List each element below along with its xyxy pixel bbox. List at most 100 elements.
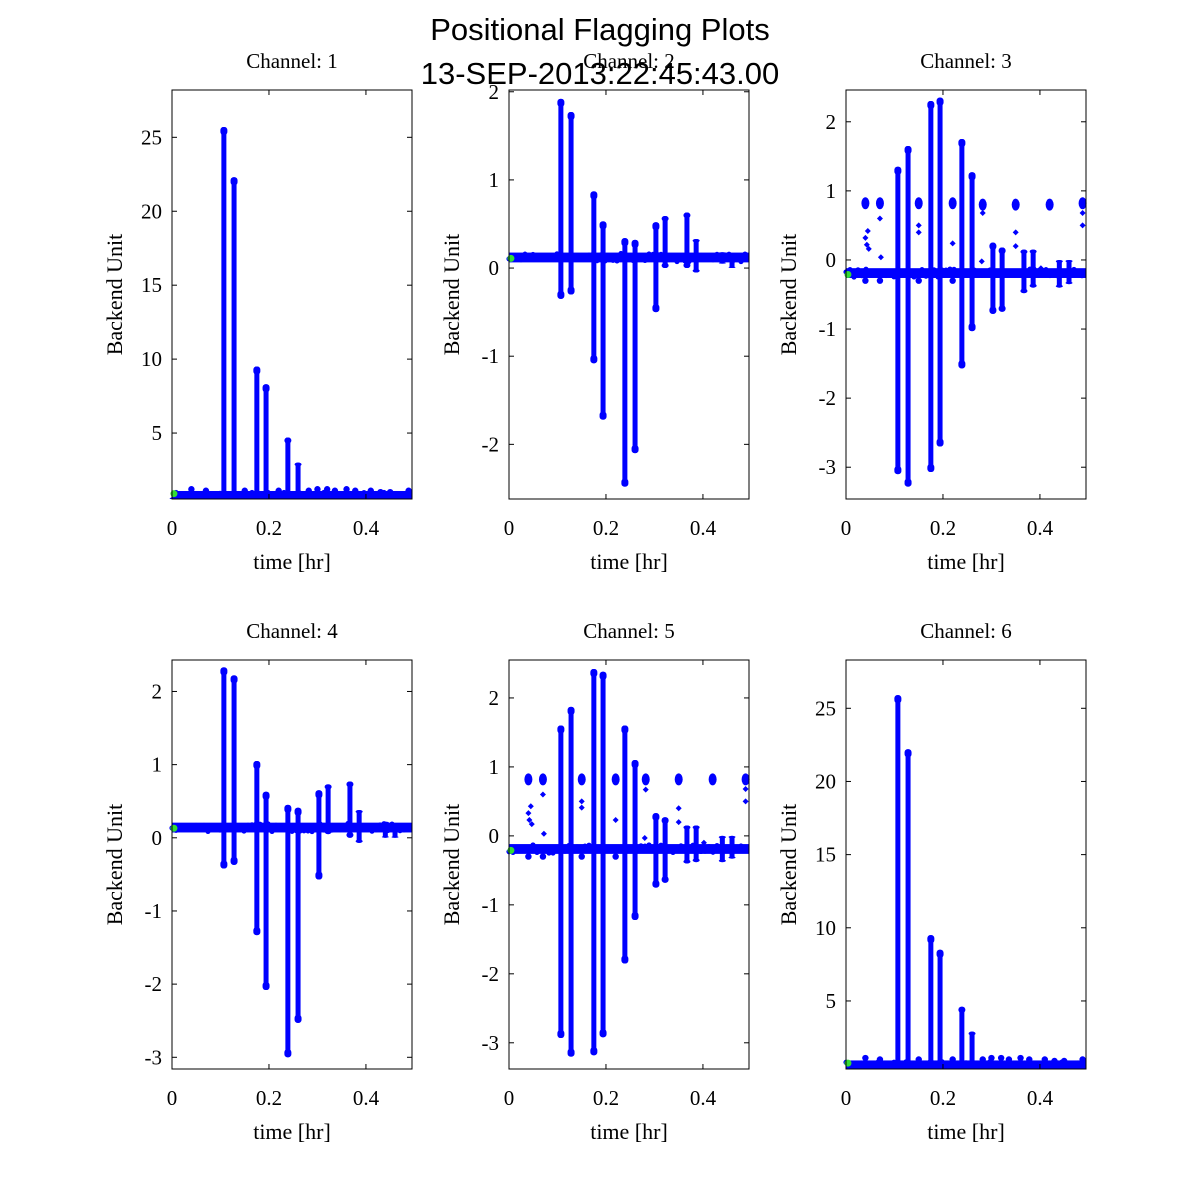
spike — [591, 668, 597, 1056]
baseline-marker — [710, 257, 716, 263]
spike-bottom-marker — [621, 478, 629, 487]
x-axis-label: time [hr] — [590, 1119, 668, 1144]
baseline-marker — [642, 257, 648, 264]
y-tick-label: 10 — [815, 916, 836, 940]
baseline-marker — [209, 491, 215, 497]
spike — [325, 784, 331, 835]
x-tick-label: 0.2 — [256, 1086, 282, 1110]
spike-bottom-marker — [728, 266, 736, 269]
spike-bottom-marker — [262, 490, 270, 499]
baseline-marker — [586, 842, 592, 848]
spike-top-marker — [958, 1006, 966, 1013]
baseline-marker — [983, 1060, 989, 1067]
baseline-marker — [578, 256, 584, 262]
baseline-marker — [277, 824, 283, 830]
spike-bottom-marker — [621, 955, 629, 964]
spike — [928, 101, 934, 473]
spike-bottom-marker — [355, 839, 363, 843]
baseline-points — [172, 822, 412, 833]
baseline-marker — [401, 827, 407, 833]
spike — [568, 112, 574, 295]
baseline-marker — [357, 495, 363, 499]
spike — [969, 1031, 975, 1068]
baseline-marker — [979, 1064, 985, 1069]
spike-top-marker — [262, 384, 270, 393]
axes-frame — [508, 89, 750, 500]
y-tick-label: -1 — [145, 899, 163, 923]
bump-marker — [241, 487, 248, 494]
bump-stem — [878, 1059, 882, 1066]
spike-top-marker — [936, 949, 944, 958]
baseline-marker — [213, 492, 219, 498]
spike-top-marker — [599, 221, 607, 230]
spike-bottom-marker — [294, 1014, 302, 1023]
spike-top-marker — [894, 166, 902, 175]
baseline-marker — [1035, 269, 1041, 275]
baseline-marker — [349, 493, 355, 499]
spike — [662, 817, 668, 883]
spike — [1056, 259, 1062, 288]
y-axis-label: Backend Unit — [776, 234, 801, 356]
x-tick-label: 0 — [841, 1086, 852, 1110]
panel-title: Channel: 3 — [920, 49, 1012, 73]
spike-bottom-marker — [381, 836, 389, 838]
bump-stem — [878, 273, 882, 281]
y-axis-label: Backend Unit — [102, 234, 127, 356]
baseline-marker — [1051, 269, 1057, 275]
baseline-marker — [951, 1065, 957, 1069]
baseline-marker — [638, 254, 644, 260]
spike-top-marker — [1065, 259, 1073, 263]
baseline-marker — [341, 495, 347, 499]
spike-bottom-marker — [557, 290, 565, 299]
baseline-marker — [923, 273, 929, 279]
outlier-point — [675, 819, 682, 826]
spike-bottom-marker — [253, 927, 261, 936]
spike-top-marker — [692, 238, 700, 243]
spike-top-marker — [230, 675, 238, 684]
baseline-marker — [534, 253, 540, 259]
baseline-marker — [193, 822, 199, 829]
y-axis-label: Backend Unit — [439, 804, 464, 926]
spike-bottom-marker — [661, 876, 669, 883]
baseline-marker — [301, 828, 307, 834]
spike-top-marker — [661, 817, 669, 824]
baseline-marker — [550, 850, 556, 856]
spike-bottom-marker — [590, 1047, 598, 1056]
bump-marker — [331, 487, 339, 494]
baseline-marker — [642, 843, 648, 849]
plot-area — [169, 126, 412, 499]
spike-top-marker — [927, 101, 935, 110]
plot-area — [506, 668, 750, 1057]
x-tick-label: 0 — [167, 1086, 178, 1110]
bump-stem — [989, 1058, 993, 1066]
spike-bottom-marker — [315, 871, 323, 880]
bump-stem — [325, 489, 329, 496]
x-tick-label: 0.4 — [353, 1086, 380, 1110]
baseline-marker — [574, 844, 580, 850]
spike-bottom-marker — [567, 1048, 575, 1057]
baseline-marker — [518, 845, 524, 851]
y-tick-label: 2 — [489, 686, 500, 710]
spike-top-marker — [683, 212, 691, 219]
spike-bottom-marker — [661, 262, 669, 269]
baseline-marker — [847, 267, 853, 273]
spike-top-marker — [728, 835, 736, 839]
spike — [719, 835, 725, 863]
x-tick-label: 0 — [167, 516, 178, 540]
spike-top-marker — [894, 695, 902, 704]
axes-frame — [845, 89, 1087, 500]
spike-bottom-marker — [998, 305, 1006, 312]
baseline-marker — [742, 845, 748, 852]
spike — [347, 781, 353, 838]
panel-channel-1: 0 0.2 0.4 5 10 15 20 25 Channel: 1 time [hr] Backe… — [102, 49, 413, 574]
baseline-marker — [670, 849, 676, 856]
baseline-marker — [1019, 1066, 1025, 1069]
bump-stem — [951, 273, 955, 281]
y-tick-label: 20 — [141, 199, 162, 223]
bump-marker — [275, 487, 282, 494]
outlier-point — [675, 805, 682, 812]
outlier-point — [641, 834, 648, 841]
baseline-marker — [618, 250, 624, 257]
spike-bottom-marker — [904, 1059, 912, 1068]
spike-bottom-marker — [262, 981, 270, 990]
